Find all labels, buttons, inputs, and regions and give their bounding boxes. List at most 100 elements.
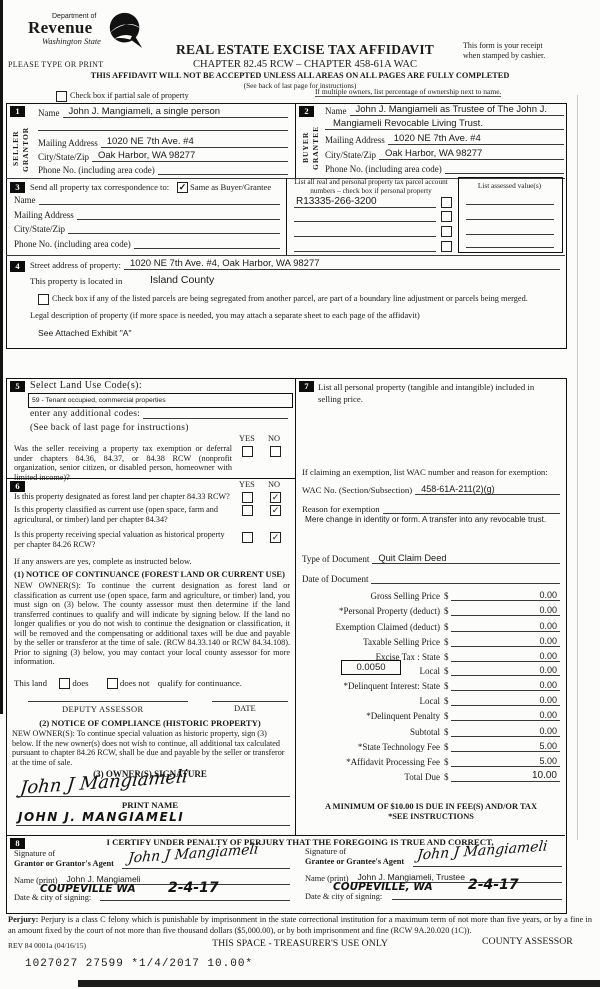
sec3-mailing-field[interactable] [76, 209, 280, 220]
money-value-field[interactable]: 0.00 [450, 605, 560, 616]
sec5-see-back-note: (See back of last page for instructions) [30, 423, 189, 433]
money-value-field[interactable]: 0.00 [450, 695, 560, 706]
segregated-checkbox[interactable] [38, 294, 49, 305]
sec5-no-checkbox[interactable] [270, 446, 281, 457]
seller-name-line2[interactable] [38, 130, 288, 131]
sec6-q2-no-checkbox[interactable]: ✓ [270, 505, 281, 516]
seller-city-field[interactable]: Oak Harbor, WA 98277 [92, 150, 288, 162]
owner-print-name-line[interactable] [16, 825, 290, 826]
money-value-field[interactable]: 0.00 [450, 710, 560, 721]
buyer-mailing-field[interactable]: 1020 NE 7th Ave. #4 [387, 133, 564, 145]
dollar-sign: $ [444, 681, 449, 691]
grantor-city-field[interactable]: COUPEVILLE WA [40, 883, 136, 895]
parcel-personal-checkbox-2[interactable] [441, 211, 452, 222]
does-label: does [72, 678, 89, 688]
money-value-field[interactable]: 0.00 [450, 590, 560, 601]
owner-print-name-field[interactable]: JOHN J. MANGIAMELI [18, 810, 185, 824]
section4-number: 4 [10, 261, 25, 272]
reason-exemption-line[interactable] [382, 503, 560, 514]
land-does-checkbox[interactable] [59, 678, 71, 690]
assessed-field-4[interactable] [466, 247, 554, 248]
additional-codes-label: enter any additional codes: [30, 409, 141, 419]
money-value-field[interactable]: 0.00 [450, 636, 560, 647]
assessed-field-3[interactable] [466, 234, 554, 235]
sec3-phone-field[interactable] [133, 238, 280, 249]
additional-codes-field[interactable] [143, 408, 288, 419]
grantee-city-field[interactable]: COUPEVILLE, WA [333, 881, 433, 893]
sec6-q3-no-checkbox[interactable]: ✓ [270, 532, 281, 543]
sec3-name-field[interactable] [38, 194, 280, 205]
seller-mailing-field[interactable]: 1020 NE 7th Ave. #4 [100, 136, 288, 148]
located-county-field[interactable]: Island County [150, 274, 215, 286]
form-chapter: CHAPTER 82.45 RCW – CHAPTER 458-61A WAC [193, 59, 417, 70]
reason-exemption-field[interactable]: Mere change in identity or form. A trans… [305, 515, 547, 524]
money-value-field[interactable]: 0.00 [450, 726, 560, 737]
grantor-date-line[interactable] [100, 900, 290, 901]
grantee-date-field[interactable]: 2-4-17 [468, 877, 519, 893]
buyer-phone-label: Phone No. (including area code) [325, 164, 442, 174]
grantor-date-field[interactable]: 2-4-17 [168, 880, 219, 896]
parcel-field-3[interactable] [294, 226, 436, 237]
money-row-taxable: Taxable Selling Price $0.00 [302, 634, 560, 647]
receipt-note-line1: This form is your receipt [463, 41, 543, 50]
partial-sale-label: Check box if partial sale of property [70, 91, 189, 100]
money-row-excise-state: Excise Tax : State $0.00 [302, 649, 560, 662]
sec6-q1-no-checkbox[interactable]: ✓ [270, 492, 281, 503]
grantor-signature-line[interactable] [122, 868, 290, 869]
seller-name-field[interactable]: John J. Mangiameli, a single person [62, 106, 288, 118]
money-row-delinquent-interest-state: *Delinquent Interest: State $0.00 [302, 678, 560, 691]
parcel-personal-checkbox-3[interactable] [441, 226, 452, 237]
dollar-sign: $ [444, 742, 449, 752]
land-use-code-select[interactable]: 59 - Tenant occupied, commercial propert… [28, 393, 293, 408]
same-as-buyer-checkbox[interactable]: ✓ [177, 182, 188, 193]
grantor-name-field[interactable]: John J. Mangiameli [60, 874, 290, 885]
sec6-q3-yes-checkbox[interactable] [242, 532, 253, 543]
parcel-field-2[interactable] [294, 211, 436, 222]
money-value-field[interactable]: 0.00 [450, 665, 560, 676]
sec6-q2-yes-checkbox[interactable] [242, 505, 253, 516]
owner-signature-line[interactable] [16, 796, 290, 797]
buyer-phone-field[interactable] [444, 163, 564, 174]
money-value-field[interactable]: 10.00 [450, 770, 560, 782]
sec3-phone-label: Phone No. (including area code) [14, 239, 131, 249]
owners-signature-title: (3) OWNER(S) SIGNATURE [93, 769, 207, 779]
notice2-title: (2) NOTICE OF COMPLIANCE (HISTORIC PROPE… [39, 718, 261, 728]
parcel-header: List all real and personal property tax … [289, 177, 453, 195]
local-rate-box[interactable]: 0.0050 [341, 660, 401, 675]
logo-revenue-text: Revenue [28, 18, 93, 37]
see-back-note: (See back of last page for instructions) [243, 81, 357, 90]
parcel-personal-checkbox-1[interactable] [441, 197, 452, 208]
assessed-field-2[interactable] [466, 219, 554, 220]
sec6-q1-yes-checkbox[interactable] [242, 492, 253, 503]
doc-type-field[interactable]: Quit Claim Deed [372, 553, 560, 564]
buyer-name-field-line2[interactable]: Mangiameli Revocable Living Trust. [325, 118, 564, 130]
legal-description-field[interactable]: See Attached Exhibit "A" [38, 328, 132, 338]
money-row-delinquent-penalty: *Delinquent Penalty $0.00 [302, 708, 560, 721]
land-does-not-checkbox[interactable] [106, 678, 118, 690]
sec5-yes-checkbox[interactable] [242, 446, 253, 457]
street-address-field[interactable]: 1020 NE 7th Ave. #4, Oak Harbor, WA 9827… [123, 258, 365, 270]
grantee-name-field[interactable]: John J. Mangiameli, Trustee [351, 872, 562, 883]
wac-field[interactable]: 458-61A-211(2)(g) [415, 484, 560, 495]
money-value-field[interactable]: 0.00 [450, 621, 560, 632]
parcel-field-4[interactable] [294, 241, 436, 252]
money-label: Gross Selling Price [370, 591, 441, 601]
grantee-date-line[interactable] [392, 899, 562, 900]
money-value-field[interactable]: 5.00 [450, 741, 560, 752]
parcel-personal-checkbox-4[interactable] [441, 241, 452, 252]
divider-sec5-sec6 [6, 478, 295, 479]
deputy-assessor-sig-line[interactable] [28, 701, 188, 702]
assessed-field-1[interactable] [466, 204, 554, 205]
money-value-field[interactable]: 0.00 [450, 680, 560, 691]
buyer-city-field[interactable]: Oak Harbor, WA 98277 [379, 148, 564, 160]
sec3-city-field[interactable] [68, 223, 280, 234]
seller-phone-field[interactable] [157, 164, 288, 175]
deputy-date-line[interactable] [212, 701, 288, 702]
parcel-field-1[interactable]: R13335-266-3200 [294, 196, 436, 208]
grantee-signature-line[interactable] [413, 866, 562, 867]
money-value-field[interactable]: 0.00 [450, 651, 560, 662]
doc-date-field[interactable] [371, 573, 560, 584]
money-value-field[interactable]: 5.00 [450, 756, 560, 767]
buyer-name-field[interactable]: John J. Mangiameli as Trustee of The Joh… [349, 104, 564, 116]
partial-sale-checkbox[interactable] [56, 91, 67, 102]
